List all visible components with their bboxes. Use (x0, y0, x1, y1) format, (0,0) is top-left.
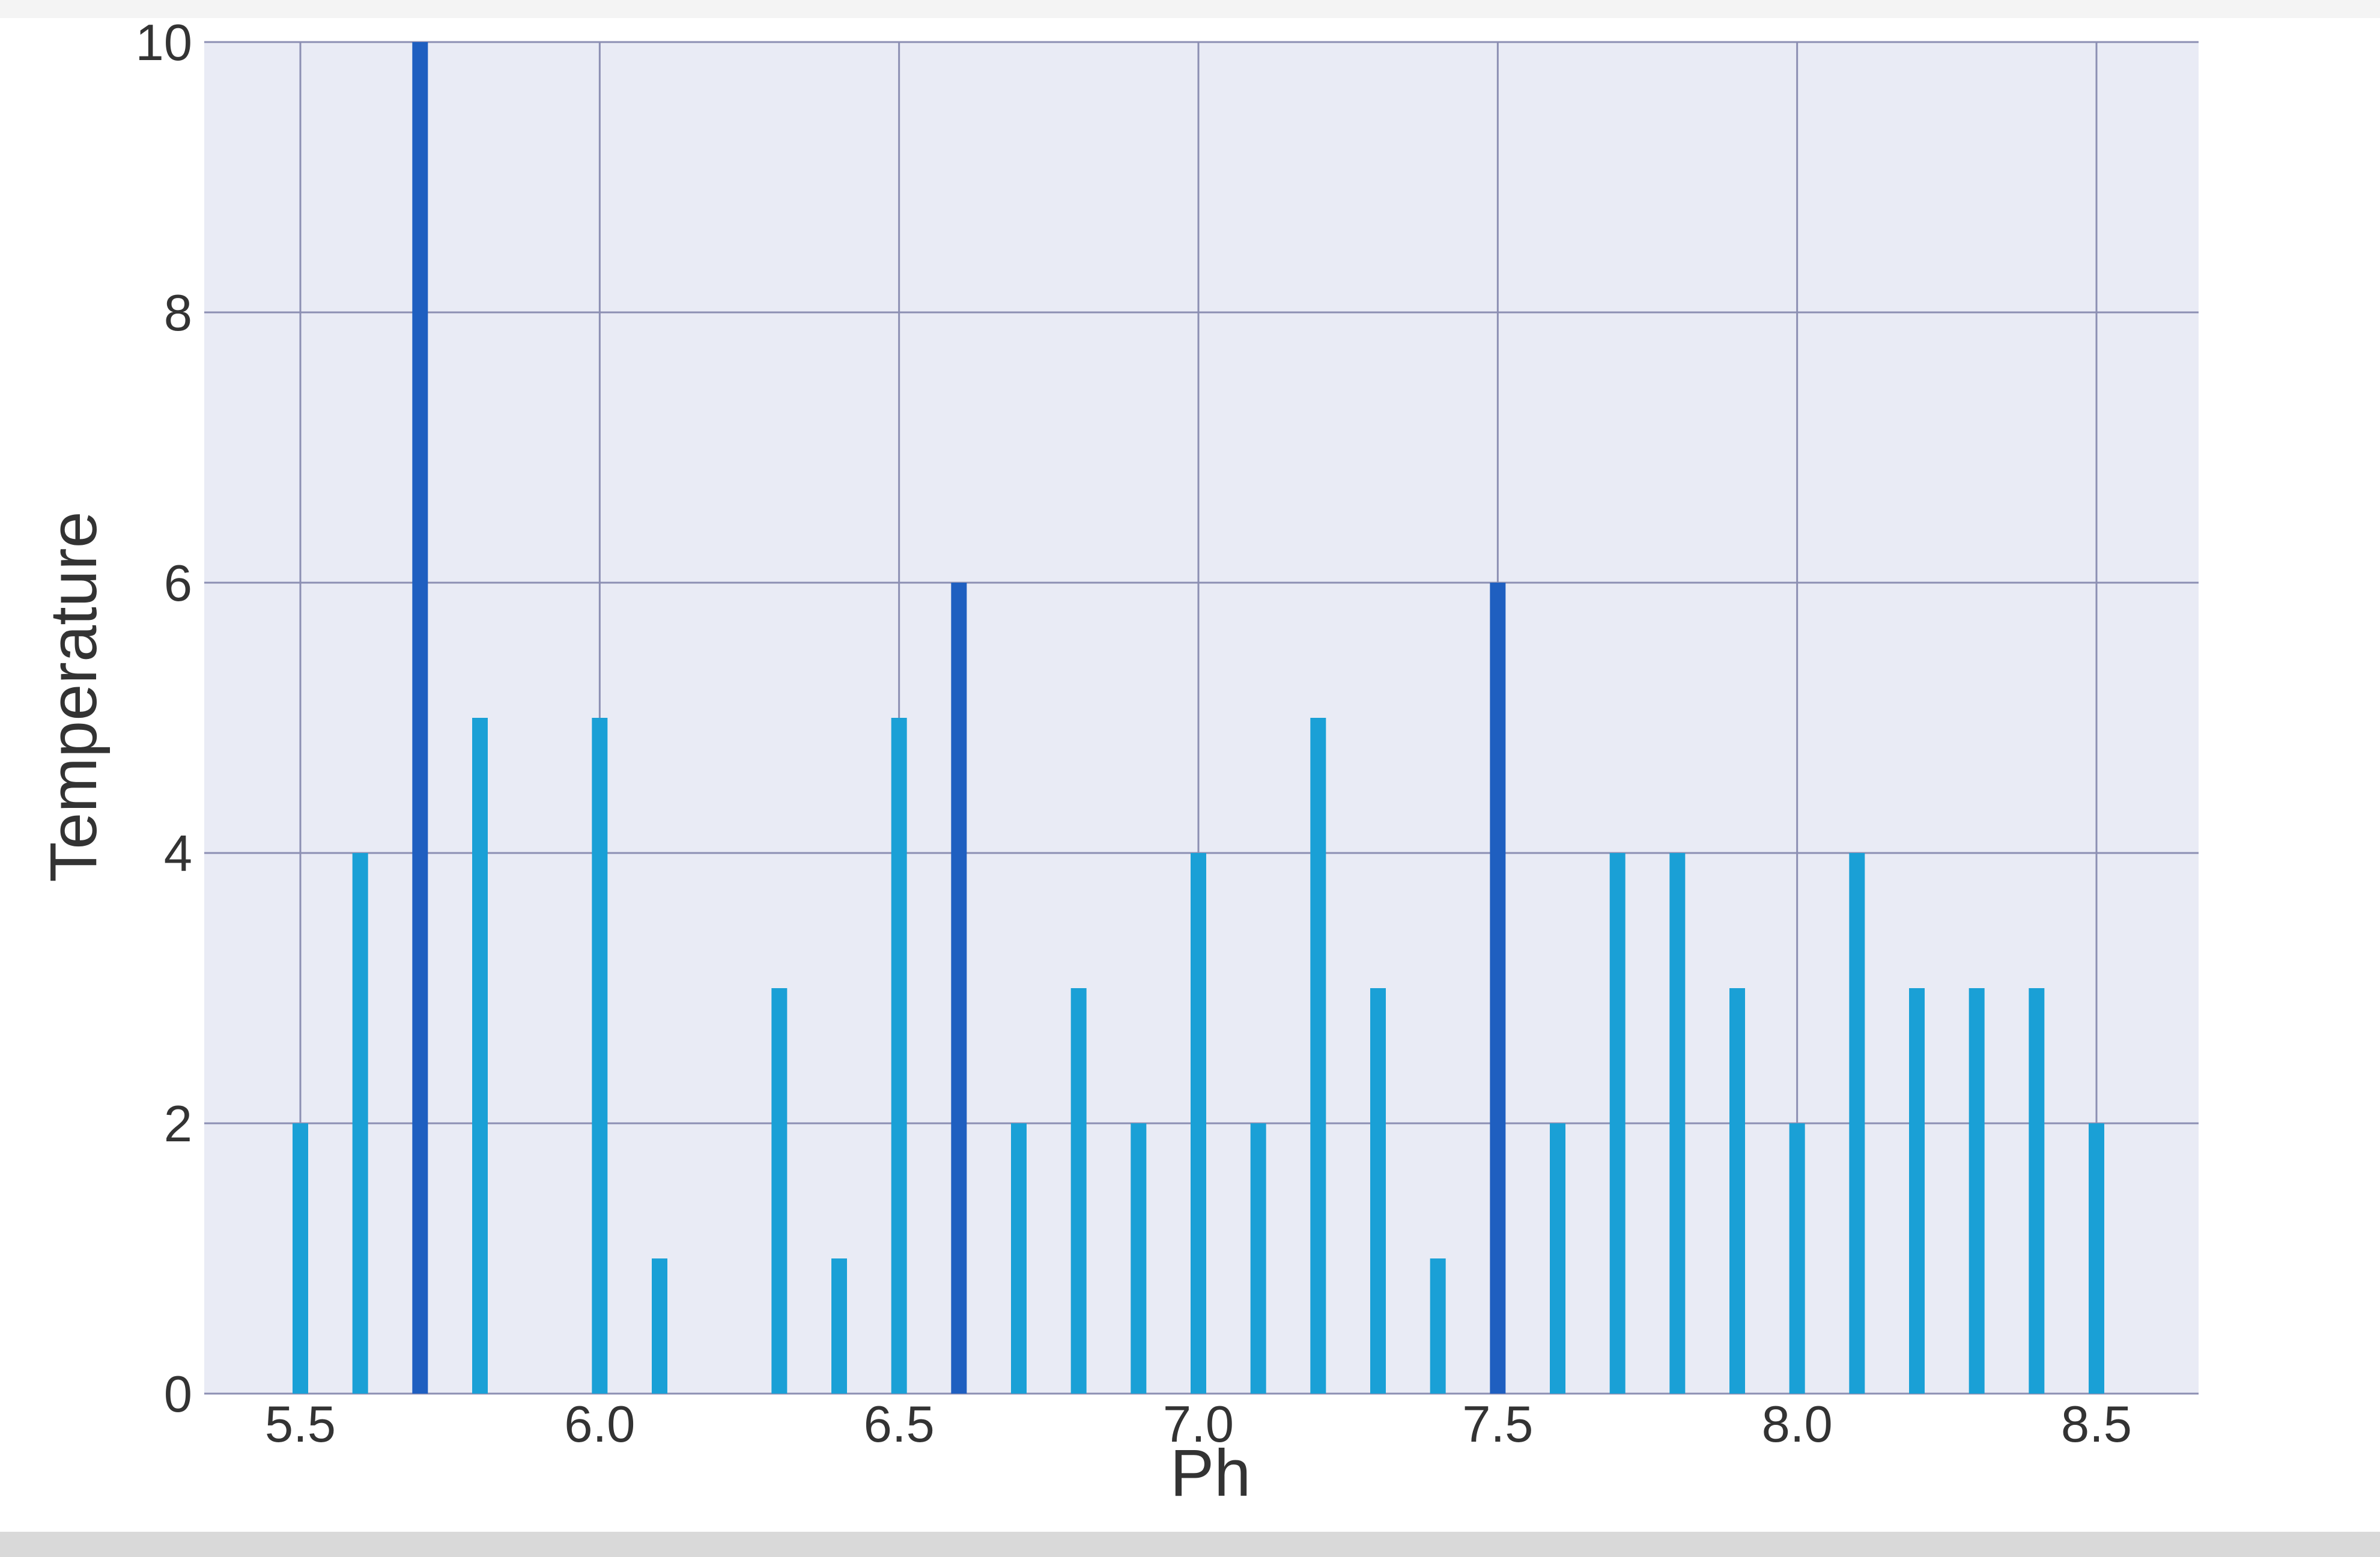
bar (1849, 853, 1865, 1394)
y-tick-label: 8 (164, 285, 192, 342)
bar (652, 1258, 667, 1394)
x-axis-label: Ph (1170, 1436, 1251, 1510)
bar (352, 853, 368, 1394)
bar (412, 42, 428, 1394)
y-tick-label: 4 (164, 825, 192, 882)
bar (1729, 988, 1745, 1394)
x-tick-label: 6.0 (564, 1396, 635, 1453)
bar (1011, 1123, 1027, 1394)
bar (1550, 1123, 1565, 1394)
y-axis-label: Temperature (37, 511, 111, 882)
x-tick-label: 7.5 (1462, 1396, 1533, 1453)
x-tick-label: 7.0 (1163, 1396, 1234, 1453)
x-tick-label: 6.5 (864, 1396, 935, 1453)
bar (592, 718, 608, 1394)
bar-chart: 0 2 4 6 8 10 5.5 6.0 6.5 7.0 7.5 8.0 8.5 Ph Tempera… (37, 14, 2199, 1510)
bars (293, 42, 2104, 1394)
x-tick-labels: 5.5 6.0 6.5 7.0 7.5 8.0 8.5 (265, 1396, 2132, 1453)
bar (1490, 583, 1506, 1394)
plot-output-cell: 0 2 4 6 8 10 5.5 6.0 6.5 7.0 7.5 8.0 8.5 Ph Tempera… (0, 14, 2380, 1532)
x-tick-label: 8.5 (2061, 1396, 2132, 1453)
bar (1909, 988, 1925, 1394)
x-tick-label: 8.0 (1762, 1396, 1833, 1453)
bar (951, 583, 967, 1394)
bar (1370, 988, 1386, 1394)
y-tick-label: 6 (164, 555, 192, 612)
bar (1969, 988, 1985, 1394)
notebook-toolbar-edge (0, 0, 2380, 19)
bar (771, 988, 788, 1394)
window-bottom-edge (0, 1532, 2380, 1557)
bar (1070, 988, 1087, 1394)
y-tick-label: 0 (164, 1366, 192, 1423)
bar (1669, 853, 1686, 1394)
bar (2089, 1123, 2104, 1394)
bar (2029, 988, 2045, 1394)
y-tick-labels: 0 2 4 6 8 10 (135, 14, 192, 1423)
bar (472, 718, 488, 1394)
bar (891, 718, 907, 1394)
bar (293, 1123, 308, 1394)
bar (1191, 853, 1206, 1394)
bar (1250, 1123, 1266, 1394)
x-tick-label: 5.5 (265, 1396, 336, 1453)
bar (1609, 853, 1626, 1394)
bar (1310, 718, 1326, 1394)
bar (1131, 1123, 1147, 1394)
bar (1789, 1123, 1805, 1394)
bar (831, 1258, 847, 1394)
y-tick-label: 10 (135, 18, 192, 71)
y-tick-label: 2 (164, 1096, 192, 1153)
bar (1430, 1258, 1446, 1394)
